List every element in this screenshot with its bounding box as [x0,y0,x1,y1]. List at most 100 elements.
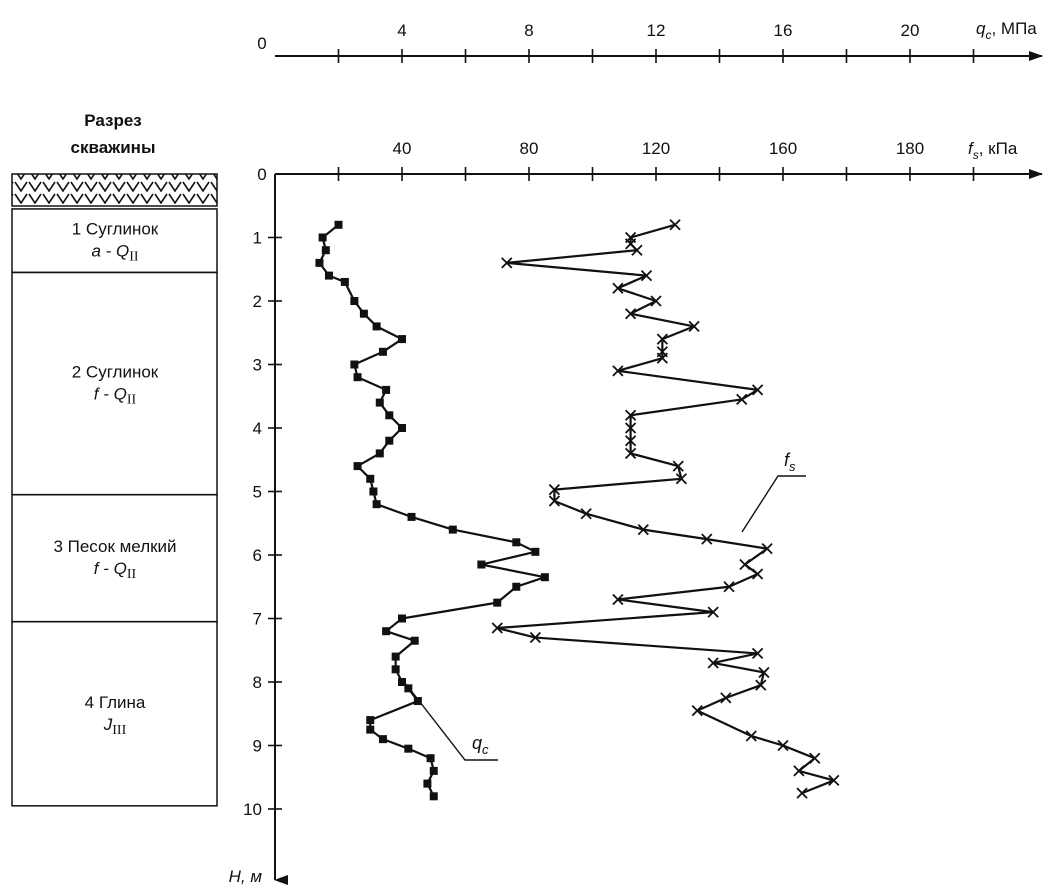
qc-point [334,220,343,229]
fs-point [691,704,703,717]
ground-surface-hatch [11,173,218,207]
fs-ticks: 40 80 120 160 180 [337,139,975,181]
fs-point [612,282,624,294]
fs-point [751,384,764,396]
fs-point [650,295,662,307]
fs-point [707,606,719,618]
qc-callout-label: qc [472,733,489,757]
borehole-layer-name: 1 Суглинок [72,220,159,239]
depth-tick-label: 4 [253,419,262,438]
fs-point [751,647,764,660]
qc-point [378,347,387,356]
fs-point [675,473,688,485]
depth-tick-label: 2 [253,292,262,311]
qc-axis-zero-label: 0 [257,34,266,53]
qc-tick-label: 20 [901,21,920,40]
qc-point [391,665,400,674]
fs-point [631,244,643,256]
qc-point [366,474,375,483]
qc-point [540,573,549,582]
qc-point [340,277,349,286]
qc-point [429,766,438,775]
layer-index-main: a - Q [91,242,129,261]
fs-point [755,679,767,691]
borehole-layer [11,493,218,623]
qc-point [372,322,381,331]
qc-point [493,598,502,607]
fs-point [548,483,561,496]
fs-point [640,269,653,282]
fs-point [796,787,808,799]
borehole-title-line2: скважины [71,138,156,157]
borehole-layer [11,271,218,496]
series-line-fs [496,223,835,795]
depth-tick-label: 10 [243,800,262,819]
series-layer [315,219,840,801]
qc-point [375,398,384,407]
fs-callout-label: fs [784,450,796,474]
qc-point [366,725,375,734]
qc-point [398,424,406,432]
layer-index-sub: II [127,393,137,408]
qc-point [413,697,422,706]
borehole-layer-name: 3 Песок мелкий [53,537,176,556]
layer-index-main: f - Q [94,559,127,578]
qc-tick-label: 8 [524,21,533,40]
qc-point [366,716,375,725]
qc-point [353,373,362,382]
qc-tick-label: 16 [774,21,793,40]
qc-point [350,297,359,305]
qc-point [324,271,333,280]
qc-point [382,385,391,394]
qc-point [385,411,394,420]
fs-point [624,435,637,447]
qc-point [477,560,486,569]
qc-point [385,436,394,445]
qc-callout-leader [405,683,498,761]
fs-point [580,508,592,520]
layer-index-sub: II [129,250,139,265]
depth-tick-label: 1 [253,229,262,248]
depth-ticks: 1 2 3 4 5 6 7 8 9 10 [243,229,282,819]
qc-point [407,512,416,521]
fs-point [828,774,840,787]
qc-point [372,500,381,509]
qc-point [378,735,387,744]
qc-tick-label: 4 [397,21,406,40]
qc-axis-label: qc, МПа [976,19,1037,42]
depth-axis: 1 2 3 4 5 6 7 8 9 10 H, м [229,174,288,886]
fs-callout: fs [741,450,806,533]
borehole-title-line1: Разрез [84,111,142,130]
fs-tick-label: 160 [769,139,797,158]
qc-point [398,614,406,623]
fs-point [529,631,541,644]
borehole-layer [11,620,218,807]
qc-point [369,487,378,496]
qc-point [410,636,419,645]
fs-point [809,752,821,764]
layer-index-sub: II [127,567,137,582]
qc-point [359,309,368,318]
fs-point [624,447,637,460]
borehole-layer [11,208,218,274]
fs-tick-label: 80 [520,139,539,158]
qc-axis: 0 4 8 12 16 20 qc, МПа [257,19,1043,63]
borehole-layer-index: f - QII [94,385,137,408]
qc-tick-label: 12 [647,21,666,40]
fs-point [736,393,748,406]
fs-callout-leader [741,475,806,533]
fs-point [656,352,668,364]
qc-point [375,449,384,458]
layer-index-main: J [103,715,113,734]
qc-point [448,525,457,534]
fs-point [637,523,649,536]
qc-point [404,684,413,693]
depth-tick-label: 3 [253,356,262,375]
depth-tick-label: 6 [253,546,262,565]
fs-point [491,622,503,634]
depth-tick-label: 5 [253,483,262,502]
fs-point [656,333,668,345]
fs-point [612,593,624,606]
fs-axis-label: fs, кПа [968,139,1018,162]
